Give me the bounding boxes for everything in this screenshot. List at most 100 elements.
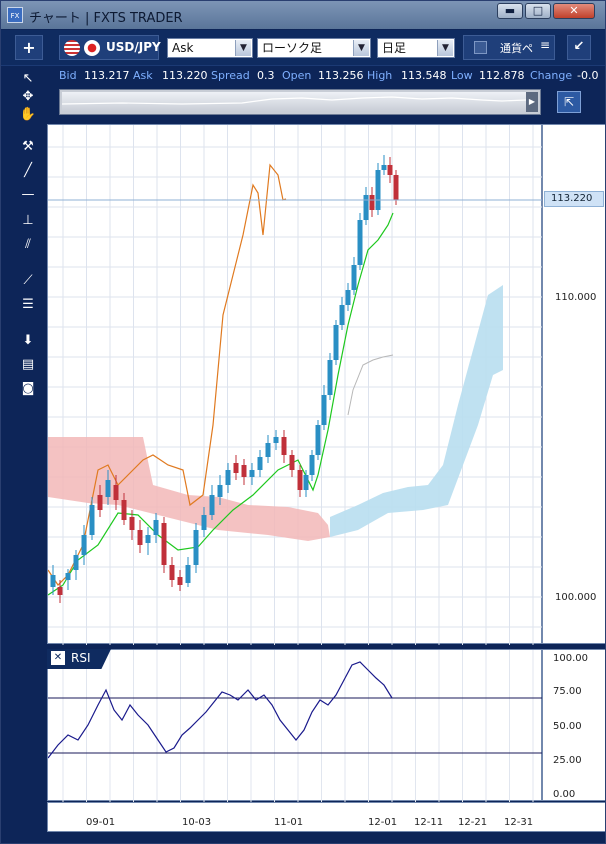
- rsi-tick-25: 25.00: [553, 755, 582, 766]
- rsi-tick-0: 0.00: [553, 789, 576, 800]
- candle-body: [137, 530, 143, 545]
- candle-body: [50, 575, 56, 587]
- candle-body: [289, 455, 295, 470]
- add-symbol-button[interactable]: +: [15, 35, 43, 60]
- download-icon[interactable]: ⬇: [22, 333, 34, 348]
- candle-body: [339, 305, 345, 325]
- ask-value: 113.220: [162, 69, 208, 82]
- symbol-selector[interactable]: USD/JPY: [59, 35, 161, 60]
- candle-body: [97, 495, 103, 510]
- lagging-span-line: [48, 163, 287, 586]
- candle-body: [233, 463, 239, 473]
- price-side-select[interactable]: Ask ▼: [167, 38, 253, 58]
- candle-body: [129, 517, 135, 530]
- trend-line-icon[interactable]: ╱: [24, 163, 32, 178]
- price-side-value: Ask: [172, 41, 194, 55]
- maximize-button[interactable]: □: [525, 3, 551, 19]
- rsi-label-tab: ✕ RSI: [47, 649, 111, 669]
- navigator-toggle-button[interactable]: ⇱: [557, 91, 581, 113]
- spread-label: Spread: [211, 69, 250, 82]
- list-icon[interactable]: ▤: [21, 357, 35, 372]
- candle-body: [321, 395, 327, 425]
- candle-body: [387, 165, 393, 175]
- base-line: [347, 354, 394, 416]
- collapse-button[interactable]: ↙: [567, 35, 591, 60]
- navigator-right-arrow-icon[interactable]: ▶: [526, 92, 538, 112]
- hand-icon[interactable]: ✋: [19, 107, 37, 122]
- candle-body: [113, 485, 119, 500]
- date-tick: 10-03: [182, 817, 212, 828]
- symbol-label: USD/JPY: [106, 40, 161, 54]
- date-tick: 12-11: [414, 817, 444, 828]
- candle-body: [333, 325, 339, 360]
- ichimoku-cloud-bearish: [48, 437, 330, 541]
- candle-body: [345, 290, 351, 305]
- ichimoku-cloud-bullish: [330, 285, 503, 537]
- spread-value: 0.3: [257, 69, 275, 82]
- hammer-icon[interactable]: ⚒: [22, 139, 34, 154]
- high-value: 113.548: [401, 69, 447, 82]
- candle-body: [357, 220, 363, 265]
- window-title: チャート | FXTS TRADER: [29, 11, 183, 26]
- title-bar[interactable]: FX チャート | FXTS TRADER ▬ □ ✕: [1, 1, 605, 29]
- parallel-lines-icon[interactable]: ⫽: [25, 237, 31, 252]
- price-chart[interactable]: [47, 124, 543, 645]
- date-tick: 09-01: [86, 817, 116, 828]
- candle-body: [57, 587, 63, 595]
- candle-body: [351, 265, 357, 290]
- drawing-toolbar: ↖ ✥ ✋ ⚒ ╱ — ⊥ ⫽ ⟋ ☰ ⬇ ▤ ◙: [15, 67, 43, 827]
- vertical-line-icon[interactable]: ⊥: [22, 213, 34, 228]
- candle-body: [393, 175, 399, 200]
- fan-icon[interactable]: ⟋: [23, 273, 33, 288]
- rsi-tick-50: 50.00: [553, 721, 582, 732]
- camera-icon[interactable]: ◙: [21, 381, 35, 396]
- candle-body: [363, 195, 369, 220]
- quote-bar: Bid 113.217 Ask 113.220 Spread 0.3 Open …: [46, 67, 605, 85]
- navigator-preview: [62, 96, 526, 105]
- open-value: 113.256: [318, 69, 364, 82]
- rsi-axis: 100.00 75.00 50.00 25.00 0.00: [542, 649, 605, 801]
- minimize-button[interactable]: ▬: [497, 3, 523, 19]
- timeframe-select[interactable]: 日足 ▼: [377, 38, 455, 58]
- crosshair-pointer-icon[interactable]: ✥: [22, 89, 34, 104]
- jp-flag-icon: [84, 40, 100, 56]
- close-button[interactable]: ✕: [553, 3, 595, 19]
- candle-body: [369, 195, 375, 210]
- chevron-down-icon: ▼: [437, 40, 453, 56]
- candle-body: [201, 515, 207, 530]
- chart-type-value: ローソク足: [262, 41, 323, 55]
- menu-icon[interactable]: ≡: [540, 38, 551, 52]
- candle-body: [81, 535, 87, 555]
- close-icon[interactable]: ✕: [51, 651, 65, 665]
- price-axis: 110.000 100.000: [542, 124, 605, 644]
- navigator-track[interactable]: [62, 92, 526, 112]
- candle-body: [249, 470, 255, 477]
- chart-navigator[interactable]: ▶: [59, 89, 541, 115]
- chart-type-select[interactable]: ローソク足 ▼: [257, 38, 371, 58]
- y-tick-110: 110.000: [555, 292, 597, 303]
- date-tick: 11-01: [274, 817, 304, 828]
- pointer-icon[interactable]: ↖: [22, 71, 34, 86]
- candle-body: [381, 165, 387, 170]
- ask-label: Ask: [133, 69, 153, 82]
- current-price-tag: 113.220: [544, 191, 604, 207]
- candle-body: [185, 565, 191, 583]
- rsi-panel[interactable]: [47, 649, 543, 802]
- date-axis: 09-01 10-03 11-01 12-01 12-11 12-21 12-3…: [47, 802, 605, 832]
- candle-body: [297, 470, 303, 490]
- horizontal-line-icon[interactable]: —: [21, 187, 35, 202]
- candle-body: [217, 485, 223, 497]
- change-value: -0.0: [577, 69, 599, 82]
- fibonacci-icon[interactable]: ☰: [22, 297, 34, 312]
- checkbox[interactable]: [474, 41, 487, 54]
- candle-body: [303, 475, 309, 490]
- candle-body: [193, 530, 199, 565]
- currency-pair-panel[interactable]: 通貨ペ ≡: [463, 35, 555, 60]
- candle-body: [121, 500, 127, 520]
- candle-body: [265, 443, 271, 457]
- date-tick: 12-31: [504, 817, 534, 828]
- candle-body: [241, 465, 247, 477]
- rsi-line: [48, 661, 393, 759]
- rsi-title: RSI: [71, 651, 91, 665]
